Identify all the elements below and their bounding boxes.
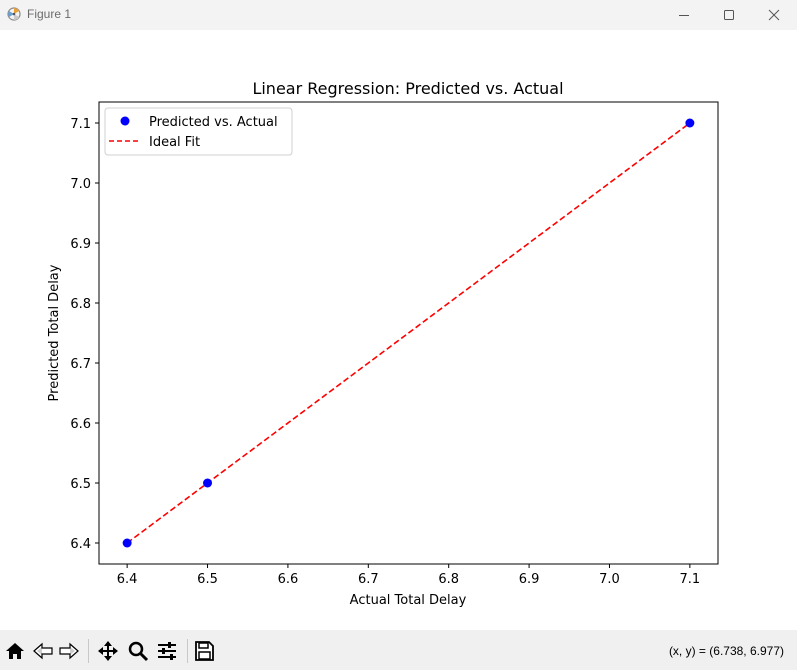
x-tick-label: 6.8	[438, 572, 459, 587]
coordinate-readout: (x, y) = (6.738, 6.977)	[668, 644, 784, 658]
series-lines	[126, 122, 691, 544]
arrow-right-icon	[59, 642, 79, 660]
pan-button[interactable]	[95, 638, 121, 664]
series-points	[122, 118, 695, 548]
scatter-point	[122, 538, 132, 548]
navigation-toolbar: (x, y) = (6.738, 6.977)	[0, 630, 797, 670]
chart-svg: Linear Regression: Predicted vs. Actual …	[47, 79, 719, 608]
floppy-disk-icon	[195, 641, 214, 661]
window-title: Figure 1	[27, 7, 72, 21]
y-tick-label: 6.4	[70, 537, 91, 552]
y-axis-label: Predicted Total Delay	[47, 264, 62, 401]
toolbar-separator	[187, 639, 188, 663]
y-tick-label: 7.0	[70, 177, 91, 192]
y-tick-label: 7.1	[70, 117, 91, 132]
minimize-button[interactable]	[661, 0, 707, 30]
scatter-point	[203, 478, 213, 488]
matplotlib-app-icon	[7, 7, 21, 21]
save-button[interactable]	[191, 638, 217, 664]
x-tick-label: 6.4	[117, 572, 138, 587]
close-icon	[768, 9, 780, 21]
x-axis-label: Actual Total Delay	[350, 593, 467, 608]
x-tick-label: 6.7	[358, 572, 379, 587]
chart-title: Linear Regression: Predicted vs. Actual	[252, 79, 563, 98]
y-tick-label: 6.6	[70, 417, 91, 432]
zoom-button[interactable]	[125, 638, 151, 664]
y-tick-label: 6.7	[70, 357, 91, 372]
move-icon	[98, 641, 118, 661]
maximize-button[interactable]	[706, 0, 752, 30]
x-tick-label: 7.0	[599, 572, 620, 587]
figure-canvas[interactable]: Linear Regression: Predicted vs. Actual …	[0, 30, 797, 630]
y-tick-label: 6.5	[70, 477, 91, 492]
back-button[interactable]	[30, 638, 56, 664]
arrow-left-icon	[33, 642, 53, 660]
toolbar-separator	[88, 639, 89, 663]
home-button[interactable]	[2, 638, 28, 664]
x-tick-label: 7.1	[680, 572, 701, 587]
ideal-fit-line	[126, 122, 691, 544]
y-axis-ticks: 6.4 6.5 6.6 6.7 6.8 6.9 7.0 7.1	[70, 117, 99, 552]
y-tick-label: 6.9	[70, 237, 91, 252]
x-tick-label: 6.6	[278, 572, 299, 587]
title-bar[interactable]: Figure 1	[0, 0, 797, 30]
minimize-icon	[679, 15, 689, 16]
sliders-icon	[158, 642, 176, 660]
x-tick-label: 6.9	[519, 572, 540, 587]
x-tick-label: 6.5	[197, 572, 218, 587]
scatter-point	[685, 118, 695, 128]
x-axis-ticks: 6.4 6.5 6.6 6.7 6.8 6.9 7.0 7.1	[117, 564, 700, 587]
magnifier-icon	[128, 641, 149, 662]
home-icon	[6, 643, 24, 659]
legend-box	[104, 107, 293, 156]
legend: Predicted vs. Actual Ideal Fit	[104, 107, 293, 156]
forward-button[interactable]	[56, 638, 82, 664]
y-tick-label: 6.8	[70, 297, 91, 312]
configure-subplots-button[interactable]	[154, 638, 180, 664]
legend-label-ideal-fit: Ideal Fit	[149, 135, 200, 150]
close-button[interactable]	[751, 0, 797, 30]
legend-label-scatter: Predicted vs. Actual	[149, 115, 278, 130]
legend-marker-scatter	[120, 116, 130, 126]
maximize-icon	[724, 10, 734, 20]
